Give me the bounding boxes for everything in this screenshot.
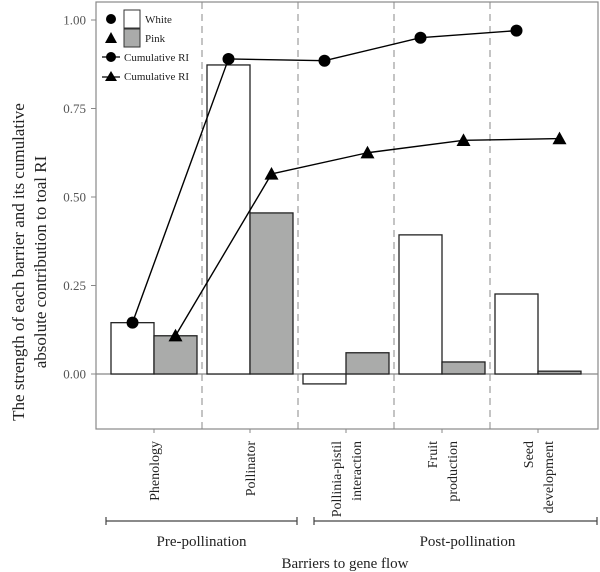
x-category-label: Pollinia-pistil [330, 441, 345, 517]
legend-circle-icon [106, 14, 116, 24]
x-category-label: production [446, 441, 461, 502]
cumulative-circle-point-1 [222, 52, 235, 65]
y-tick-label: 0.50 [63, 190, 86, 205]
y-axis-title: absolute contribution to toal RI [31, 155, 50, 368]
legend-white-swatch [123, 9, 141, 29]
x-axis-title: Barriers to gene flow [281, 556, 408, 572]
legend-circle-line-icon [106, 52, 116, 62]
group-label: Pre-pollination [157, 534, 247, 550]
legend-triangle-line-icon [105, 71, 117, 81]
plot-area-border [95, 1, 599, 430]
cumulative-triangle-segment [174, 173, 273, 337]
bar-white-3 [398, 234, 443, 375]
bar-white-4 [494, 293, 539, 375]
bar-white-2 [302, 373, 347, 385]
legend-pink-swatch [123, 28, 141, 48]
x-category-label: Phenology [148, 441, 163, 501]
cumulative-lines [126, 24, 567, 342]
bar-white-0 [110, 322, 155, 375]
cumulative-triangle-segment [367, 139, 464, 154]
x-category-label: Seed [522, 441, 537, 468]
bar-pink-2 [345, 352, 390, 375]
x-category-label: Fruit [426, 441, 441, 468]
cumulative-circle-segment [420, 29, 517, 39]
cumulative-triangle-point-2 [360, 145, 375, 159]
cumulative-triangle-point-0 [168, 328, 183, 342]
x-category-label: development [542, 441, 557, 513]
cumulative-circle-point-2 [318, 54, 331, 67]
x-category-label: Pollinator [244, 441, 259, 497]
cumulative-triangle-point-4 [552, 131, 567, 145]
cumulative-circle-segment [131, 58, 230, 323]
cumulative-circle-segment [324, 37, 421, 62]
legend-label-pink: Pink [145, 33, 166, 45]
cumulative-circle-segment [228, 58, 325, 62]
legend-label-cumulative-triangle: Cumulative RI [124, 71, 189, 83]
cumulative-triangle-segment [463, 137, 560, 142]
bar-pink-3 [441, 361, 486, 375]
y-tick-label: 1.00 [63, 13, 86, 28]
bars [110, 64, 582, 385]
bar-white-1 [206, 64, 251, 375]
y-tick-label: 0.75 [63, 101, 86, 116]
cumulative-circle-point-0 [126, 316, 139, 329]
y-axis-title: The strength of each barrier and its cum… [9, 103, 28, 421]
legend-triangle-icon [105, 32, 117, 43]
bar-pink-1 [249, 212, 294, 375]
cumulative-circle-point-4 [510, 24, 523, 37]
bar-pink-0 [153, 335, 198, 375]
legend: White Pink Cumulative RI Cumulative RI [102, 9, 189, 83]
x-category-label: interaction [350, 441, 365, 501]
y-tick-label: 0.00 [63, 367, 86, 382]
bar-pink-4 [537, 370, 582, 375]
cumulative-circle-point-3 [414, 31, 427, 44]
cumulative-triangle-point-1 [264, 166, 279, 180]
group-label: Post-pollination [420, 534, 516, 550]
axes: 0.00 0.25 0.50 0.75 1.00 [63, 13, 539, 433]
legend-label-white: White [145, 14, 172, 26]
legend-label-cumulative-circle: Cumulative RI [124, 52, 189, 64]
labels: Phenology Pollinator Pollinia-pistil intera… [9, 103, 598, 572]
y-tick-label: 0.25 [63, 278, 86, 293]
cumulative-triangle-point-3 [456, 133, 471, 146]
cumulative-triangle-segment [271, 152, 368, 175]
